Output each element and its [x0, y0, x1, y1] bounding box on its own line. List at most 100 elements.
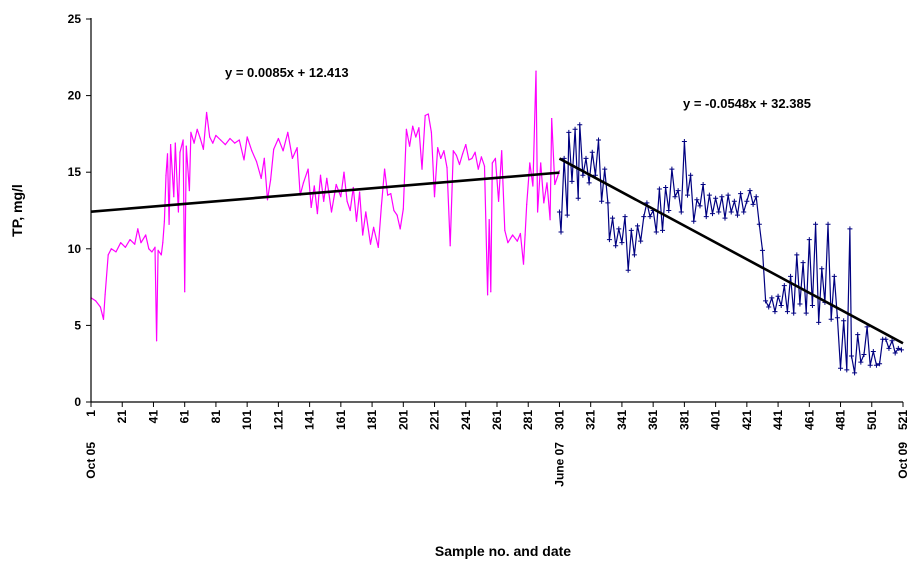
- data-point: [145, 234, 147, 236]
- data-point: [313, 185, 315, 187]
- data-point: [269, 179, 272, 181]
- x-tick-label: 21: [115, 410, 129, 424]
- data-point: [326, 177, 328, 179]
- data-point: [155, 340, 158, 342]
- data-point: [828, 316, 834, 322]
- data-point: [179, 151, 181, 153]
- data-point: [605, 200, 611, 206]
- data-point: [296, 147, 298, 149]
- trendline-2: [558, 157, 904, 345]
- data-point: [641, 214, 647, 220]
- data-point: [291, 157, 294, 160]
- data-point: [572, 126, 578, 132]
- y-tick-label: 25: [68, 12, 82, 26]
- data-point: [383, 168, 386, 170]
- data-point: [873, 362, 879, 368]
- data-point: [174, 142, 176, 144]
- data-point: [349, 209, 351, 212]
- data-point: [819, 266, 825, 272]
- x-tick-label: 301: [552, 410, 566, 430]
- data-point: [373, 226, 375, 228]
- data-point: [529, 162, 531, 164]
- data-point: [797, 301, 803, 307]
- data-point: [703, 214, 709, 220]
- data-point: [716, 209, 722, 215]
- x-tick-label: 361: [646, 410, 660, 430]
- data-point: [694, 197, 700, 203]
- data-point: [870, 348, 876, 354]
- data-point: [165, 174, 167, 176]
- data-point: [895, 345, 901, 351]
- data-point: [487, 294, 489, 296]
- x-tick-label: 41: [146, 410, 160, 424]
- data-point: [803, 310, 809, 316]
- data-point: [602, 166, 608, 172]
- data-point: [722, 215, 728, 221]
- data-point: [656, 186, 662, 192]
- data-point: [319, 174, 322, 176]
- data-point: [778, 302, 784, 308]
- data-point: [784, 309, 790, 315]
- data-point: [255, 160, 258, 163]
- data-point: [307, 168, 309, 170]
- data-point: [669, 166, 675, 172]
- data-point: [766, 304, 772, 310]
- data-point: [396, 214, 398, 216]
- data-point: [586, 180, 592, 186]
- data-point: [491, 162, 493, 164]
- data-point: [148, 248, 150, 250]
- data-point: [526, 203, 528, 205]
- data-point: [110, 248, 112, 250]
- data-point: [725, 192, 731, 198]
- data-point: [647, 214, 653, 220]
- data-point: [883, 336, 889, 342]
- data-point: [569, 178, 575, 184]
- data-point: [185, 145, 187, 147]
- data-point: [613, 243, 619, 249]
- data-point: [330, 211, 333, 213]
- y-tick-label: 5: [74, 318, 81, 332]
- data-point: [672, 194, 678, 200]
- data-point: [700, 181, 706, 187]
- data-point: [516, 240, 518, 242]
- data-point: [772, 309, 778, 315]
- data-point: [535, 70, 537, 72]
- data-point: [688, 172, 694, 178]
- data-point: [458, 163, 461, 166]
- data-point: [599, 198, 605, 204]
- data-point: [234, 142, 236, 144]
- x-tick-label: 461: [802, 410, 816, 430]
- data-point: [449, 245, 451, 247]
- x-tick-label: 401: [709, 410, 723, 430]
- data-point: [129, 239, 131, 241]
- series-2-line: [558, 124, 902, 374]
- data-point: [697, 203, 703, 209]
- data-point: [540, 162, 542, 164]
- data-point: [558, 170, 561, 172]
- x-tick-label: 261: [490, 410, 504, 430]
- data-point: [358, 191, 361, 193]
- data-point: [549, 219, 551, 221]
- data-point: [346, 200, 348, 202]
- data-point: [606, 237, 612, 243]
- data-point: [813, 221, 819, 227]
- data-point: [154, 246, 156, 248]
- data-point: [564, 212, 570, 218]
- data-point: [566, 129, 572, 135]
- trendline-1: [90, 171, 560, 213]
- data-point: [861, 352, 867, 358]
- data-point: [713, 195, 719, 201]
- data-point: [619, 240, 625, 246]
- data-point: [769, 295, 775, 301]
- data-point: [343, 171, 345, 173]
- data-point: [892, 350, 898, 356]
- data-point: [209, 136, 211, 138]
- data-point: [844, 367, 850, 373]
- y-tick-label: 15: [68, 165, 82, 179]
- data-point: [405, 128, 408, 130]
- data-point: [102, 318, 105, 320]
- data-point: [628, 227, 634, 233]
- data-point: [734, 212, 740, 218]
